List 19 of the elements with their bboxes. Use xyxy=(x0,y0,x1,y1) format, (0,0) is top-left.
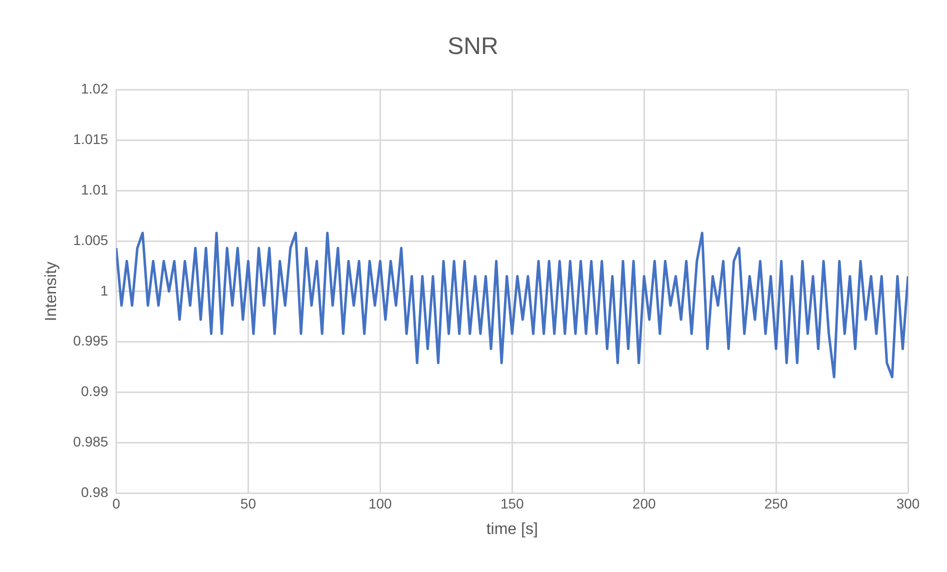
x-tick-label: 150 xyxy=(500,495,524,512)
y-tick-label: 0.98 xyxy=(80,484,108,500)
x-tick-label: 50 xyxy=(240,495,256,512)
x-axis-title: time [s] xyxy=(486,520,538,538)
y-tick-label: 1 xyxy=(100,282,108,298)
x-tick-label: 250 xyxy=(764,495,788,512)
y-axis-title: Intensity xyxy=(43,262,60,322)
y-tick-label: 1.01 xyxy=(80,181,108,198)
y-tick-label: 0.985 xyxy=(73,433,108,450)
y-tick-label: 1.015 xyxy=(73,131,108,148)
x-tick-label: 200 xyxy=(632,495,656,512)
x-tick-label: 0 xyxy=(112,495,120,512)
x-tick-label: 100 xyxy=(368,495,392,512)
x-tick-label: 300 xyxy=(896,495,920,512)
y-tick-label: 1.02 xyxy=(80,80,108,97)
y-tick-label: 1.005 xyxy=(73,232,108,248)
y-tick-label: 0.99 xyxy=(80,383,108,400)
chart-title: SNR xyxy=(448,33,498,60)
y-tick-label: 0.995 xyxy=(73,332,108,349)
